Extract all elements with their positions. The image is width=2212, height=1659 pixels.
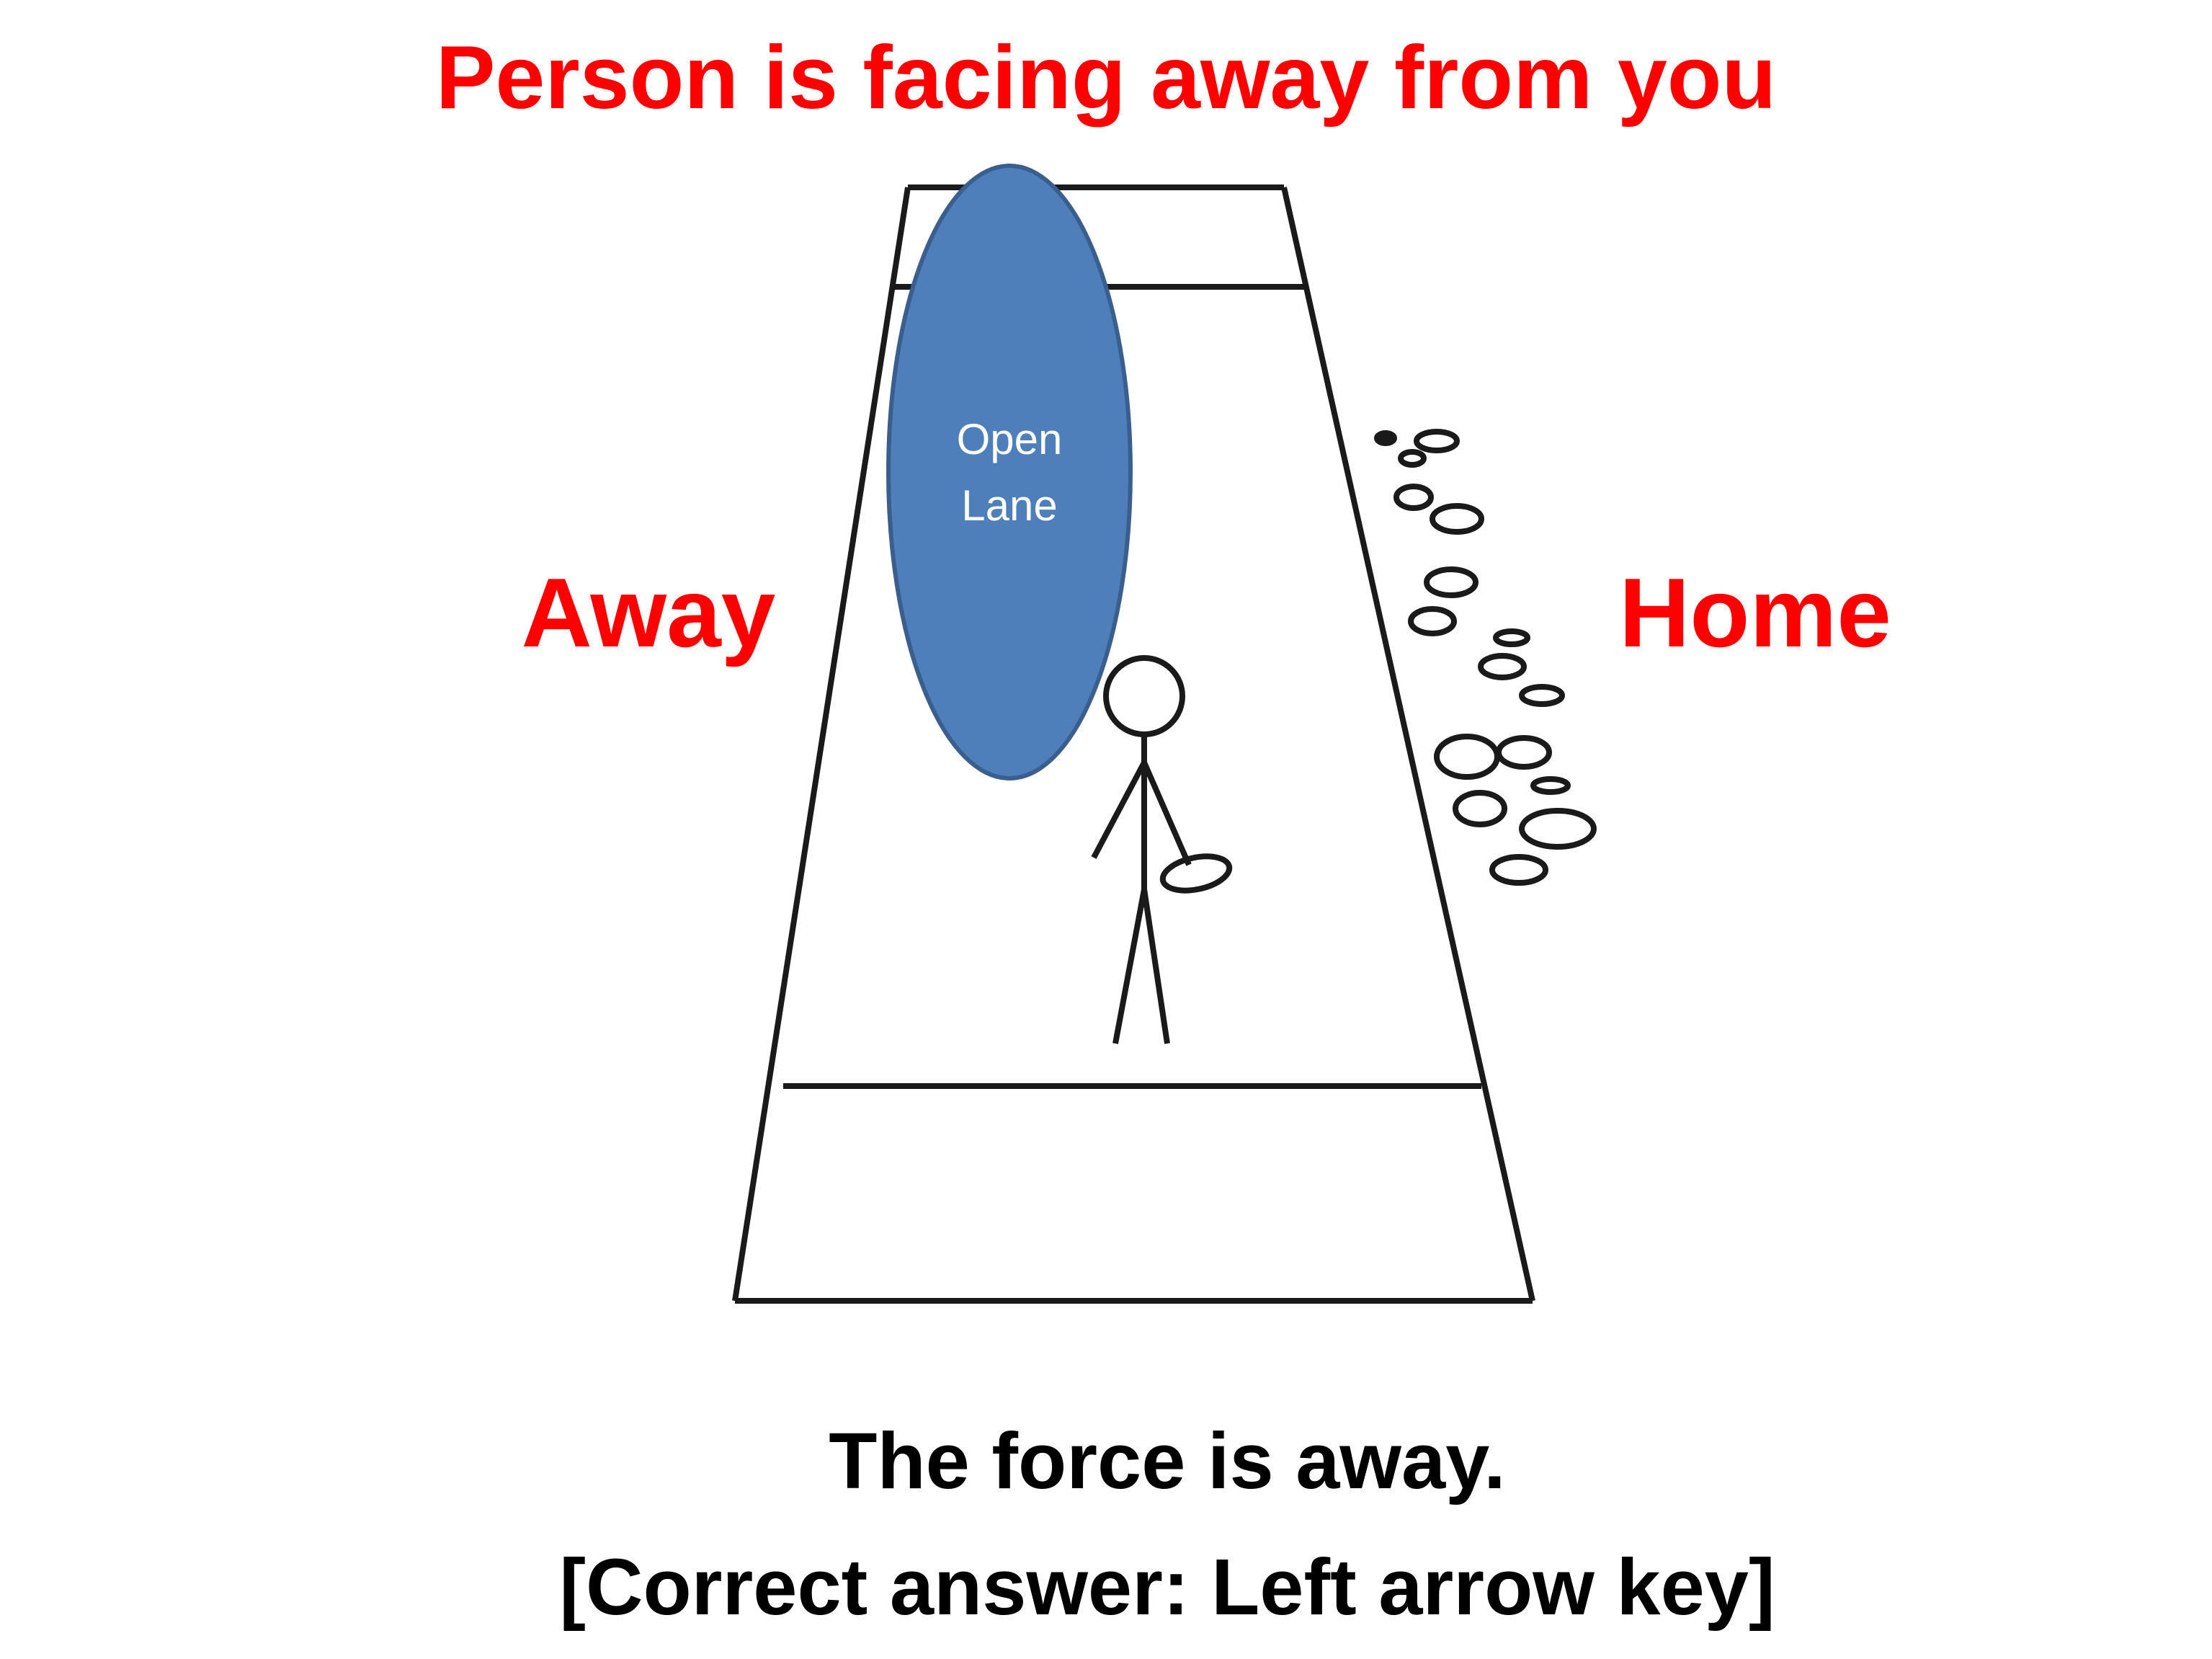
stone xyxy=(1424,566,1479,598)
stone xyxy=(1493,628,1530,647)
stone xyxy=(1414,429,1460,453)
stone xyxy=(1430,503,1484,535)
stone xyxy=(1519,684,1565,707)
lane-sheet xyxy=(732,184,1535,1304)
stone xyxy=(1374,430,1397,446)
open-lane-label-line2: Lane xyxy=(961,481,1057,530)
thrower-head xyxy=(1103,655,1185,737)
stone-cluster xyxy=(1374,429,1597,886)
lane-left-edge xyxy=(732,187,911,1302)
stone xyxy=(1489,854,1548,886)
caption-line1: The force is away. xyxy=(829,1417,1505,1505)
thrower-right-leg xyxy=(1141,889,1170,1044)
stone xyxy=(1496,735,1552,770)
thrower-left-arm xyxy=(1091,761,1147,859)
open-lane-label-line1: Open xyxy=(957,415,1063,463)
lane-right-edge xyxy=(1281,187,1535,1302)
stone xyxy=(1398,449,1427,468)
open-lane-ellipse xyxy=(886,164,1133,780)
home-label: Home xyxy=(1619,558,1891,667)
thrower-left-leg xyxy=(1112,889,1147,1044)
stone xyxy=(1393,484,1434,511)
thrower-figure xyxy=(1091,655,1233,1044)
page-title: Person is facing away from you xyxy=(436,28,1777,128)
stone xyxy=(1408,606,1457,636)
held-stone xyxy=(1159,853,1233,894)
thrower-right-arm xyxy=(1141,761,1192,866)
stone xyxy=(1434,734,1500,780)
caption-line2: [Correct answer: Left arrow key] xyxy=(559,1543,1775,1632)
away-label: Away xyxy=(522,558,776,667)
stone xyxy=(1453,790,1507,827)
stone xyxy=(1530,776,1571,795)
stone xyxy=(1519,808,1597,850)
stone xyxy=(1478,653,1527,680)
